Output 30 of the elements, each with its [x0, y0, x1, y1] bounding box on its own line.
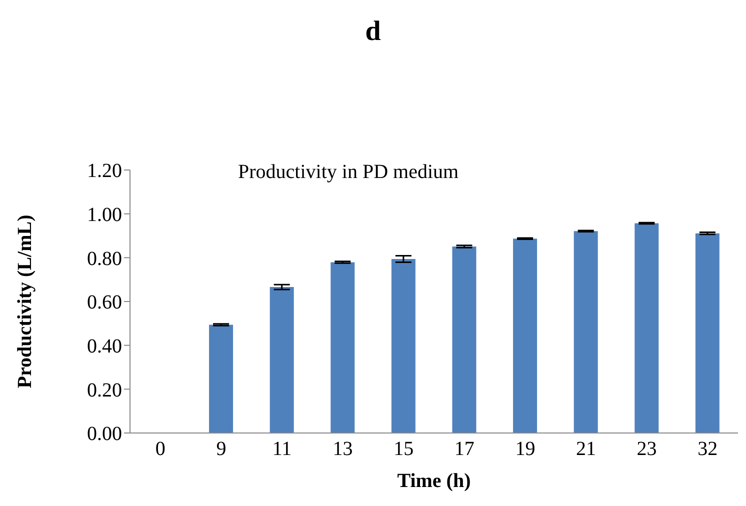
bar	[391, 258, 416, 433]
x-tick-label: 15	[394, 438, 414, 460]
x-tick-label: 32	[698, 438, 718, 460]
x-tick-label: 21	[576, 438, 596, 460]
chart-subtitle: Productivity in PD medium	[238, 161, 459, 184]
bar	[574, 231, 598, 433]
y-tick-label: 0.60	[87, 292, 122, 314]
y-tick-label: 0.00	[87, 423, 122, 446]
y-tick-label: 0.80	[87, 248, 122, 270]
x-axis-title: Time (h)	[397, 470, 471, 492]
y-tick-label: 0.20	[87, 379, 122, 402]
x-tick-label: 19	[515, 438, 536, 460]
bar	[330, 262, 355, 433]
x-tick-label: 0	[155, 438, 166, 460]
y-tick-label: 1.00	[87, 204, 122, 226]
bar	[513, 238, 538, 433]
bar	[270, 287, 294, 433]
y-tick-label: 1.20	[87, 160, 122, 182]
y-tick-label: 0.40	[87, 335, 122, 358]
chart-title: d	[364, 16, 382, 48]
x-tick-label: 13	[332, 438, 353, 460]
bar	[695, 233, 720, 433]
bar	[634, 223, 659, 433]
y-axis-title: Productivity (L/mL)	[14, 214, 36, 388]
x-tick-label: 17	[454, 438, 474, 460]
x-tick-label: 9	[216, 438, 226, 460]
x-tick-label: 23	[636, 438, 657, 460]
bar	[209, 324, 234, 433]
x-tick-label: 11	[272, 438, 292, 460]
bar	[452, 246, 476, 433]
